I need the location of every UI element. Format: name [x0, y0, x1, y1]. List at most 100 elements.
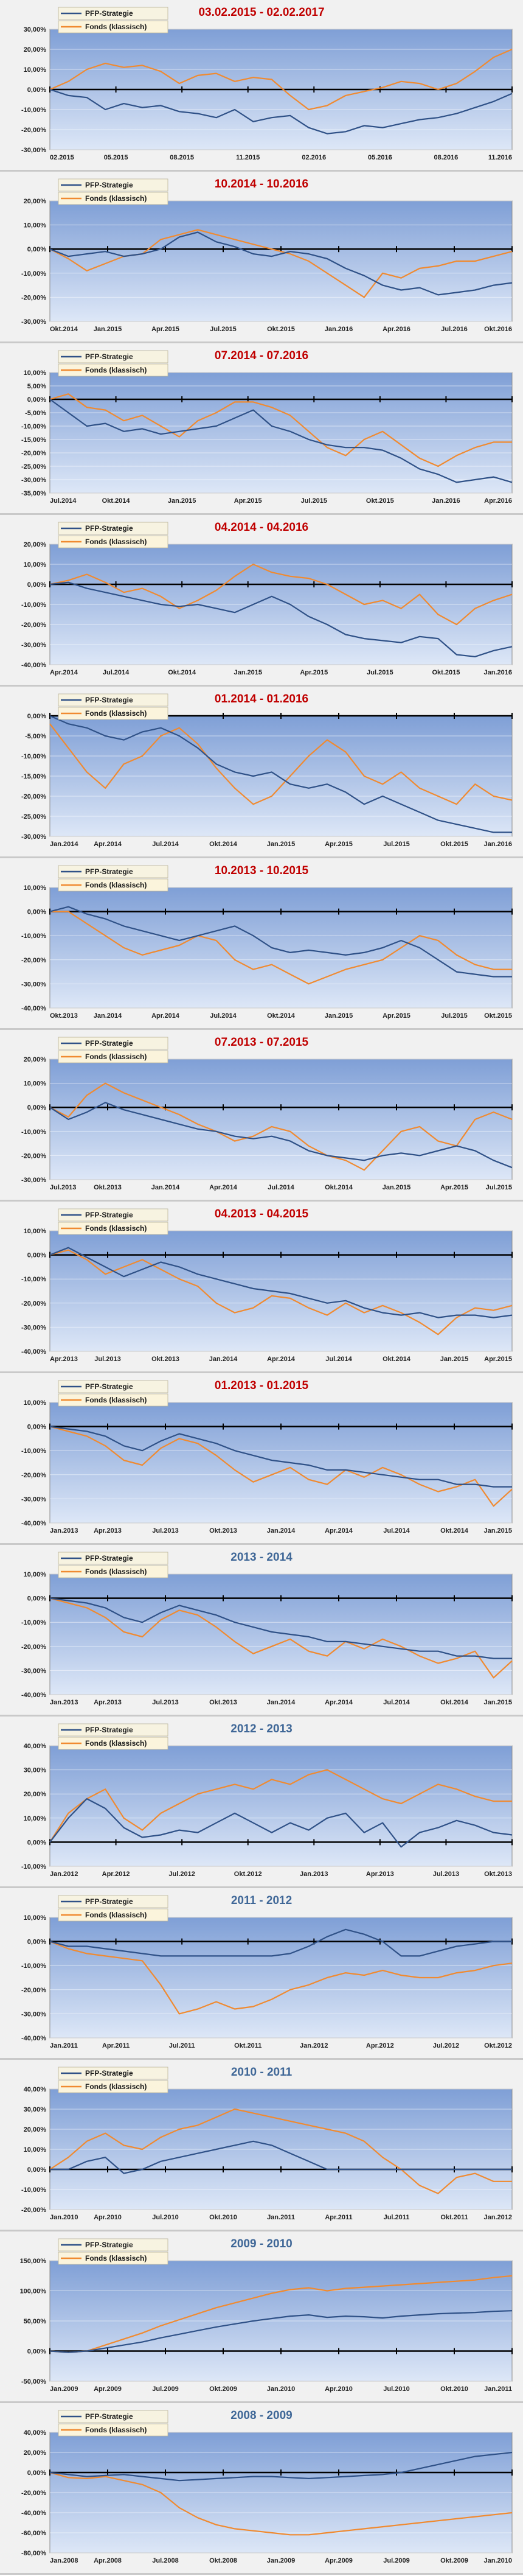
series-line-strategy: [49, 88, 513, 135]
x-tick-label: Okt.2015: [432, 669, 460, 676]
y-tick-label: -20,00%: [21, 294, 46, 301]
series-line-fund: [49, 393, 512, 467]
x-tick-label: Okt.2014: [383, 1356, 411, 1363]
x-tick-label: Apr.2014: [50, 669, 78, 676]
y-tick-label: -40,00%: [21, 662, 46, 669]
y-tick-label: -40,00%: [21, 2510, 46, 2517]
y-tick-label: -20,00%: [21, 621, 46, 629]
series-line-fund: [49, 1082, 513, 1171]
legend: PFP-Strategie Fonds (klassisch): [58, 522, 168, 548]
chart-title: 07.2013 - 07.2015: [214, 1036, 309, 1049]
y-tick-label: 100,00%: [20, 2288, 47, 2295]
x-tick-label: Apr.2014: [151, 1012, 180, 1020]
series-line-fund: [49, 723, 513, 805]
x-tick-label: Okt.2010: [209, 2214, 237, 2221]
legend-label: PFP-Strategie: [85, 2069, 133, 2077]
y-tick-label: 20,00%: [24, 198, 47, 205]
y-tick-label: 0,00%: [27, 1939, 46, 1946]
y-tick-label: 10,00%: [24, 222, 47, 229]
y-tick-label: -40,00%: [21, 1520, 46, 1527]
y-tick-label: 0,00%: [27, 1252, 46, 1259]
series-line-strategy: [49, 1247, 513, 1318]
legend-label: Fonds (klassisch): [85, 881, 147, 889]
legend-label: Fonds (klassisch): [85, 1224, 147, 1233]
series-line-strategy: [49, 231, 513, 296]
plot-area: [49, 372, 513, 494]
x-tick-label: Apr.2014: [209, 1184, 238, 1191]
y-tick-label: -30,00%: [21, 318, 46, 326]
legend-label: PFP-Strategie: [85, 696, 133, 704]
x-tick-label: Jan.2011: [484, 2385, 512, 2393]
chart-panel: 01.2013 - 01.2015 10,00% 0,00% -10,00% -20,0…: [0, 1373, 523, 1545]
x-tick-label: Jan.2016: [325, 326, 353, 333]
x-tick-label: Jan.2014: [50, 841, 78, 848]
x-tick-label: Jan.2010: [484, 2557, 512, 2564]
series-line-strategy: [49, 1426, 512, 1488]
chart-title: 07.2014 - 07.2016: [214, 349, 309, 362]
chart-title: 01.2013 - 01.2015: [214, 1379, 309, 1392]
y-tick-label: 10,00%: [24, 1399, 47, 1407]
x-tick-label: Jan.2012: [300, 2042, 328, 2049]
x-tick-label: Okt.2014: [440, 1699, 469, 1706]
chart-title: 04.2014 - 04.2016: [214, 521, 309, 534]
chart-panel: 2009 - 2010 150,00% 100,00% 50,00% 0,00% -50,…: [0, 2231, 523, 2403]
x-tick-label: Jul.2015: [486, 1184, 512, 1191]
x-tick-label: Okt.2014: [440, 1527, 469, 1535]
x-tick-label: Okt.2014: [267, 1012, 296, 1020]
x-tick-label: Jan.2014: [209, 1356, 238, 1363]
line-chart: 10,00% 0,00% -10,00% -20,00% -30,00% -40,00% J…: [21, 1895, 513, 2049]
x-tick-label: Jul.2010: [152, 2214, 178, 2221]
legend: PFP-Strategie Fonds (klassisch): [58, 1723, 168, 1750]
y-tick-label: -20,00%: [21, 450, 46, 457]
x-tick-label: Jul.2015: [367, 669, 393, 676]
legend-label: PFP-Strategie: [85, 1382, 133, 1391]
series-line-fund: [49, 1426, 513, 1507]
y-tick-label: 20,00%: [24, 2126, 47, 2133]
legend-label: PFP-Strategie: [85, 1211, 133, 1219]
x-tick-label: Apr.2015: [234, 497, 262, 505]
x-tick-label: Jul.2014: [383, 1699, 410, 1706]
x-tick-label: Okt.2015: [484, 1012, 512, 1020]
x-tick-label: Apr.2013: [366, 1871, 394, 1878]
legend: PFP-Strategie Fonds (klassisch): [58, 1037, 168, 1063]
x-tick-label: Jan.2011: [50, 2042, 78, 2049]
y-tick-label: -30,00%: [21, 1324, 46, 1331]
y-tick-label: -50,00%: [21, 2378, 46, 2385]
line-chart: 20,00% 10,00% 0,00% -10,00% -20,00% -30,00% Ok…: [21, 178, 513, 333]
y-tick-label: 40,00%: [24, 2429, 47, 2437]
legend-label: Fonds (klassisch): [85, 1052, 147, 1061]
y-tick-label: -30,00%: [21, 642, 46, 649]
chart-title: 2012 - 2013: [230, 1723, 293, 1735]
legend-label: Fonds (klassisch): [85, 1911, 147, 1919]
y-tick-label: -10,00%: [21, 1447, 46, 1455]
y-tick-label: -40,00%: [21, 2035, 46, 2042]
chart-panel: 10.2014 - 10.2016 20,00% 10,00% 0,00% -10,00…: [0, 172, 523, 343]
x-tick-label: Jan.2016: [484, 669, 512, 676]
chart-title: 01.2014 - 01.2016: [214, 693, 309, 705]
legend-label: PFP-Strategie: [85, 9, 133, 18]
x-tick-label: Okt.2014: [168, 669, 196, 676]
x-tick-label: Okt.2016: [484, 326, 512, 333]
x-tick-label: Jan.2009: [267, 2557, 295, 2564]
x-tick-label: Apr.2010: [325, 2385, 353, 2393]
x-tick-label: Jan.2016: [432, 497, 460, 505]
x-tick-label: Apr.2013: [94, 1527, 122, 1535]
y-tick-label: 10,00%: [24, 561, 47, 569]
x-tick-label: Okt.2013: [50, 1012, 78, 1020]
y-tick-label: -20,00%: [21, 1152, 46, 1160]
plot-area: [49, 1573, 513, 1695]
x-tick-label: Apr.2014: [325, 1699, 353, 1706]
x-tick-label: Okt.2013: [484, 1871, 512, 1878]
legend-label: PFP-Strategie: [85, 1554, 133, 1563]
chart-panel: 07.2014 - 07.2016 10,00% 5,00% 0,00% -5,00% -…: [0, 343, 523, 515]
x-tick-label: Apr.2014: [267, 1356, 296, 1363]
x-tick-label: Okt.2008: [209, 2557, 237, 2564]
legend: PFP-Strategie Fonds (klassisch): [58, 1208, 168, 1235]
x-tick-label: Jul.2009: [383, 2557, 409, 2564]
plot-area: [49, 200, 513, 322]
legend: PFP-Strategie Fonds (klassisch): [58, 865, 168, 892]
series-line-strategy: [50, 2140, 512, 2174]
x-tick-label: Jul.2011: [384, 2214, 410, 2221]
y-tick-label: 30,00%: [24, 2106, 47, 2113]
y-tick-label: -5,00%: [25, 733, 46, 740]
